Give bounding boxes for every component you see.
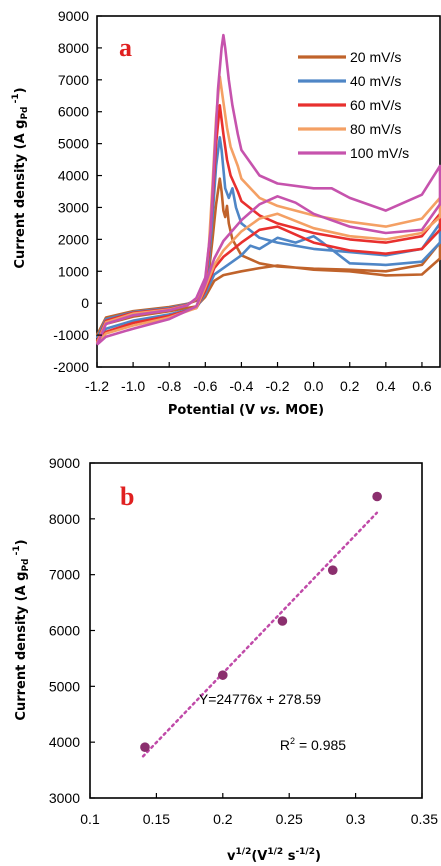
chart-a-series-group bbox=[95, 33, 441, 346]
chart-b-equation: Y=24776x + 278.59 bbox=[199, 691, 321, 707]
chart-a-y-title-main: Current density (A g bbox=[13, 120, 28, 269]
chart-b-y-title-main: Current density (A g bbox=[14, 572, 29, 721]
chart-a-y-tick-label: -2000 bbox=[53, 359, 89, 375]
chart-a-legend-label: 20 mV/s bbox=[350, 49, 401, 65]
chart-b-trendline bbox=[141, 511, 379, 758]
chart-b-r2-post: = 0.985 bbox=[295, 737, 346, 753]
chart-b-x-tick-label: 0.1 bbox=[80, 811, 100, 827]
chart-a-legend: 20 mV/s 40 mV/s 60 mV/s 80 mV/s 100 mV/s bbox=[298, 49, 409, 161]
chart-a-x-title-pre: Potential (V bbox=[168, 403, 260, 418]
chart-b-x-title-close: ) bbox=[315, 849, 321, 864]
chart-a-x-tick-label: -0.8 bbox=[157, 378, 181, 394]
chart-a-y-tick-label: 7000 bbox=[58, 72, 89, 88]
chart-a-y-tick-label: 5000 bbox=[58, 136, 89, 152]
chart-a-x-tick-label: -1.0 bbox=[121, 378, 145, 394]
chart-a-x-tick-label: 0.6 bbox=[412, 378, 432, 394]
chart-b-r2-sup: 2 bbox=[290, 736, 295, 746]
chart-a-y-axis-title: Current density (A gPd -1) bbox=[11, 87, 30, 268]
chart-b-x-tick-label: 0.3 bbox=[346, 811, 366, 827]
chart-a-x-tick-label: 0.2 bbox=[340, 378, 360, 394]
chart-a-x-tick-label: -1.2 bbox=[85, 378, 109, 394]
chart-b-y-axis-title: Current density (A gPd -1) bbox=[12, 539, 31, 720]
chart-a-legend-label: 60 mV/s bbox=[350, 97, 401, 113]
chart-b-points bbox=[140, 491, 382, 752]
chart-b-x-title-sup2: 1/2 bbox=[267, 847, 283, 857]
chart-a-y-ticks: -2000 -1000 0 1000 2000 3000 4000 5000 6000 7000 8… bbox=[53, 8, 102, 375]
chart-a-x-title-italic: vs. bbox=[260, 403, 281, 418]
chart-b-x-tick-label: 0.2 bbox=[213, 811, 233, 827]
chart-a-y-tick-label: 1000 bbox=[58, 263, 89, 279]
chart-b-panel-label: b bbox=[120, 482, 134, 511]
chart-a-x-title-post: MOE) bbox=[281, 403, 324, 418]
chart-a-series-line-5 bbox=[95, 33, 441, 346]
chart-b-y-tick-label: 9000 bbox=[49, 455, 80, 471]
chart-b-x-title-mid: (V bbox=[251, 849, 267, 864]
chart-a-x-tick-label: -0.6 bbox=[193, 378, 217, 394]
chart-a-legend-label: 80 mV/s bbox=[350, 121, 401, 137]
chart-a-y-tick-label: 4000 bbox=[58, 168, 89, 184]
chart-b-y-title-sup: -1 bbox=[12, 545, 22, 558]
chart-b-x-tick-label: 0.35 bbox=[411, 811, 438, 827]
chart-b-x-title-sup1: 1/2 bbox=[236, 847, 252, 857]
chart-b-x-title-s: s bbox=[283, 849, 296, 864]
chart-a-legend-label: 100 mV/s bbox=[350, 145, 409, 161]
chart-a-legend-label: 40 mV/s bbox=[350, 73, 401, 89]
chart-a: -2000 -1000 0 1000 2000 3000 4000 5000 6000 7000 8… bbox=[11, 8, 441, 418]
chart-b-plot-area bbox=[89, 462, 423, 799]
chart-a-panel-label: a bbox=[119, 33, 132, 62]
chart-a-y-tick-label: 8000 bbox=[58, 40, 89, 56]
chart-b-x-axis-title: v1/2(V1/2 s-1/2) bbox=[227, 847, 321, 864]
chart-a-y-title-sub: Pd bbox=[20, 106, 30, 119]
chart-b-y-ticks: 3000 4000 5000 6000 7000 8000 9000 bbox=[49, 455, 95, 806]
chart-b-y-tick-label: 5000 bbox=[49, 678, 80, 694]
chart-b-y-tick-label: 6000 bbox=[49, 623, 80, 639]
chart-a-y-tick-label: 2000 bbox=[58, 231, 89, 247]
chart-b-data-point bbox=[327, 565, 338, 575]
chart-a-y-tick-label: -1000 bbox=[53, 327, 89, 343]
chart-b-y-title-close: ) bbox=[14, 539, 29, 545]
chart-b-x-title-v: v bbox=[227, 849, 236, 864]
chart-b-data-point bbox=[218, 670, 228, 680]
chart-a-y-title-sup: -1 bbox=[11, 93, 21, 106]
chart-b-data-point bbox=[277, 616, 288, 626]
chart-b-x-title-sup3: -1/2 bbox=[295, 847, 315, 857]
chart-a-x-axis-title: Potential (V vs. MOE) bbox=[168, 403, 324, 418]
chart-a-x-tick-label: 0.4 bbox=[376, 378, 396, 394]
chart-a-x-tick-label: -0.4 bbox=[229, 378, 253, 394]
chart-a-y-tick-label: 0 bbox=[81, 295, 89, 311]
chart-a-x-ticks: -1.2 -1.0 -0.8 -0.6 -0.4 -0.2 0.0 0.2 0.4 0.6 bbox=[85, 362, 432, 394]
chart-b-data-point bbox=[140, 742, 150, 752]
chart-b-y-title-sub: Pd bbox=[21, 558, 31, 571]
chart-b-y-tick-label: 8000 bbox=[49, 511, 80, 527]
chart-a-y-tick-label: 6000 bbox=[58, 104, 89, 120]
chart-a-y-tick-label: 3000 bbox=[58, 199, 89, 215]
chart-b-y-tick-label: 7000 bbox=[49, 567, 80, 583]
chart-a-x-tick-label: -0.2 bbox=[265, 378, 289, 394]
chart-b-x-ticks: 0.1 0.15 0.2 0.25 0.3 0.35 bbox=[80, 793, 438, 827]
chart-a-x-tick-label: 0.0 bbox=[304, 378, 324, 394]
chart-b-r-squared: R2 = 0.985 bbox=[280, 736, 346, 753]
chart-b-r2-pre: R bbox=[280, 737, 290, 753]
chart-a-y-title-close: ) bbox=[13, 87, 28, 93]
chart-b-data-point bbox=[372, 491, 382, 502]
chart-b-x-tick-label: 0.25 bbox=[276, 811, 303, 827]
chart-b-y-tick-label: 4000 bbox=[49, 734, 80, 750]
chart-a-y-tick-label: 9000 bbox=[58, 8, 89, 24]
chart-b-y-tick-label: 3000 bbox=[49, 790, 80, 806]
chart-b-x-tick-label: 0.15 bbox=[143, 811, 170, 827]
